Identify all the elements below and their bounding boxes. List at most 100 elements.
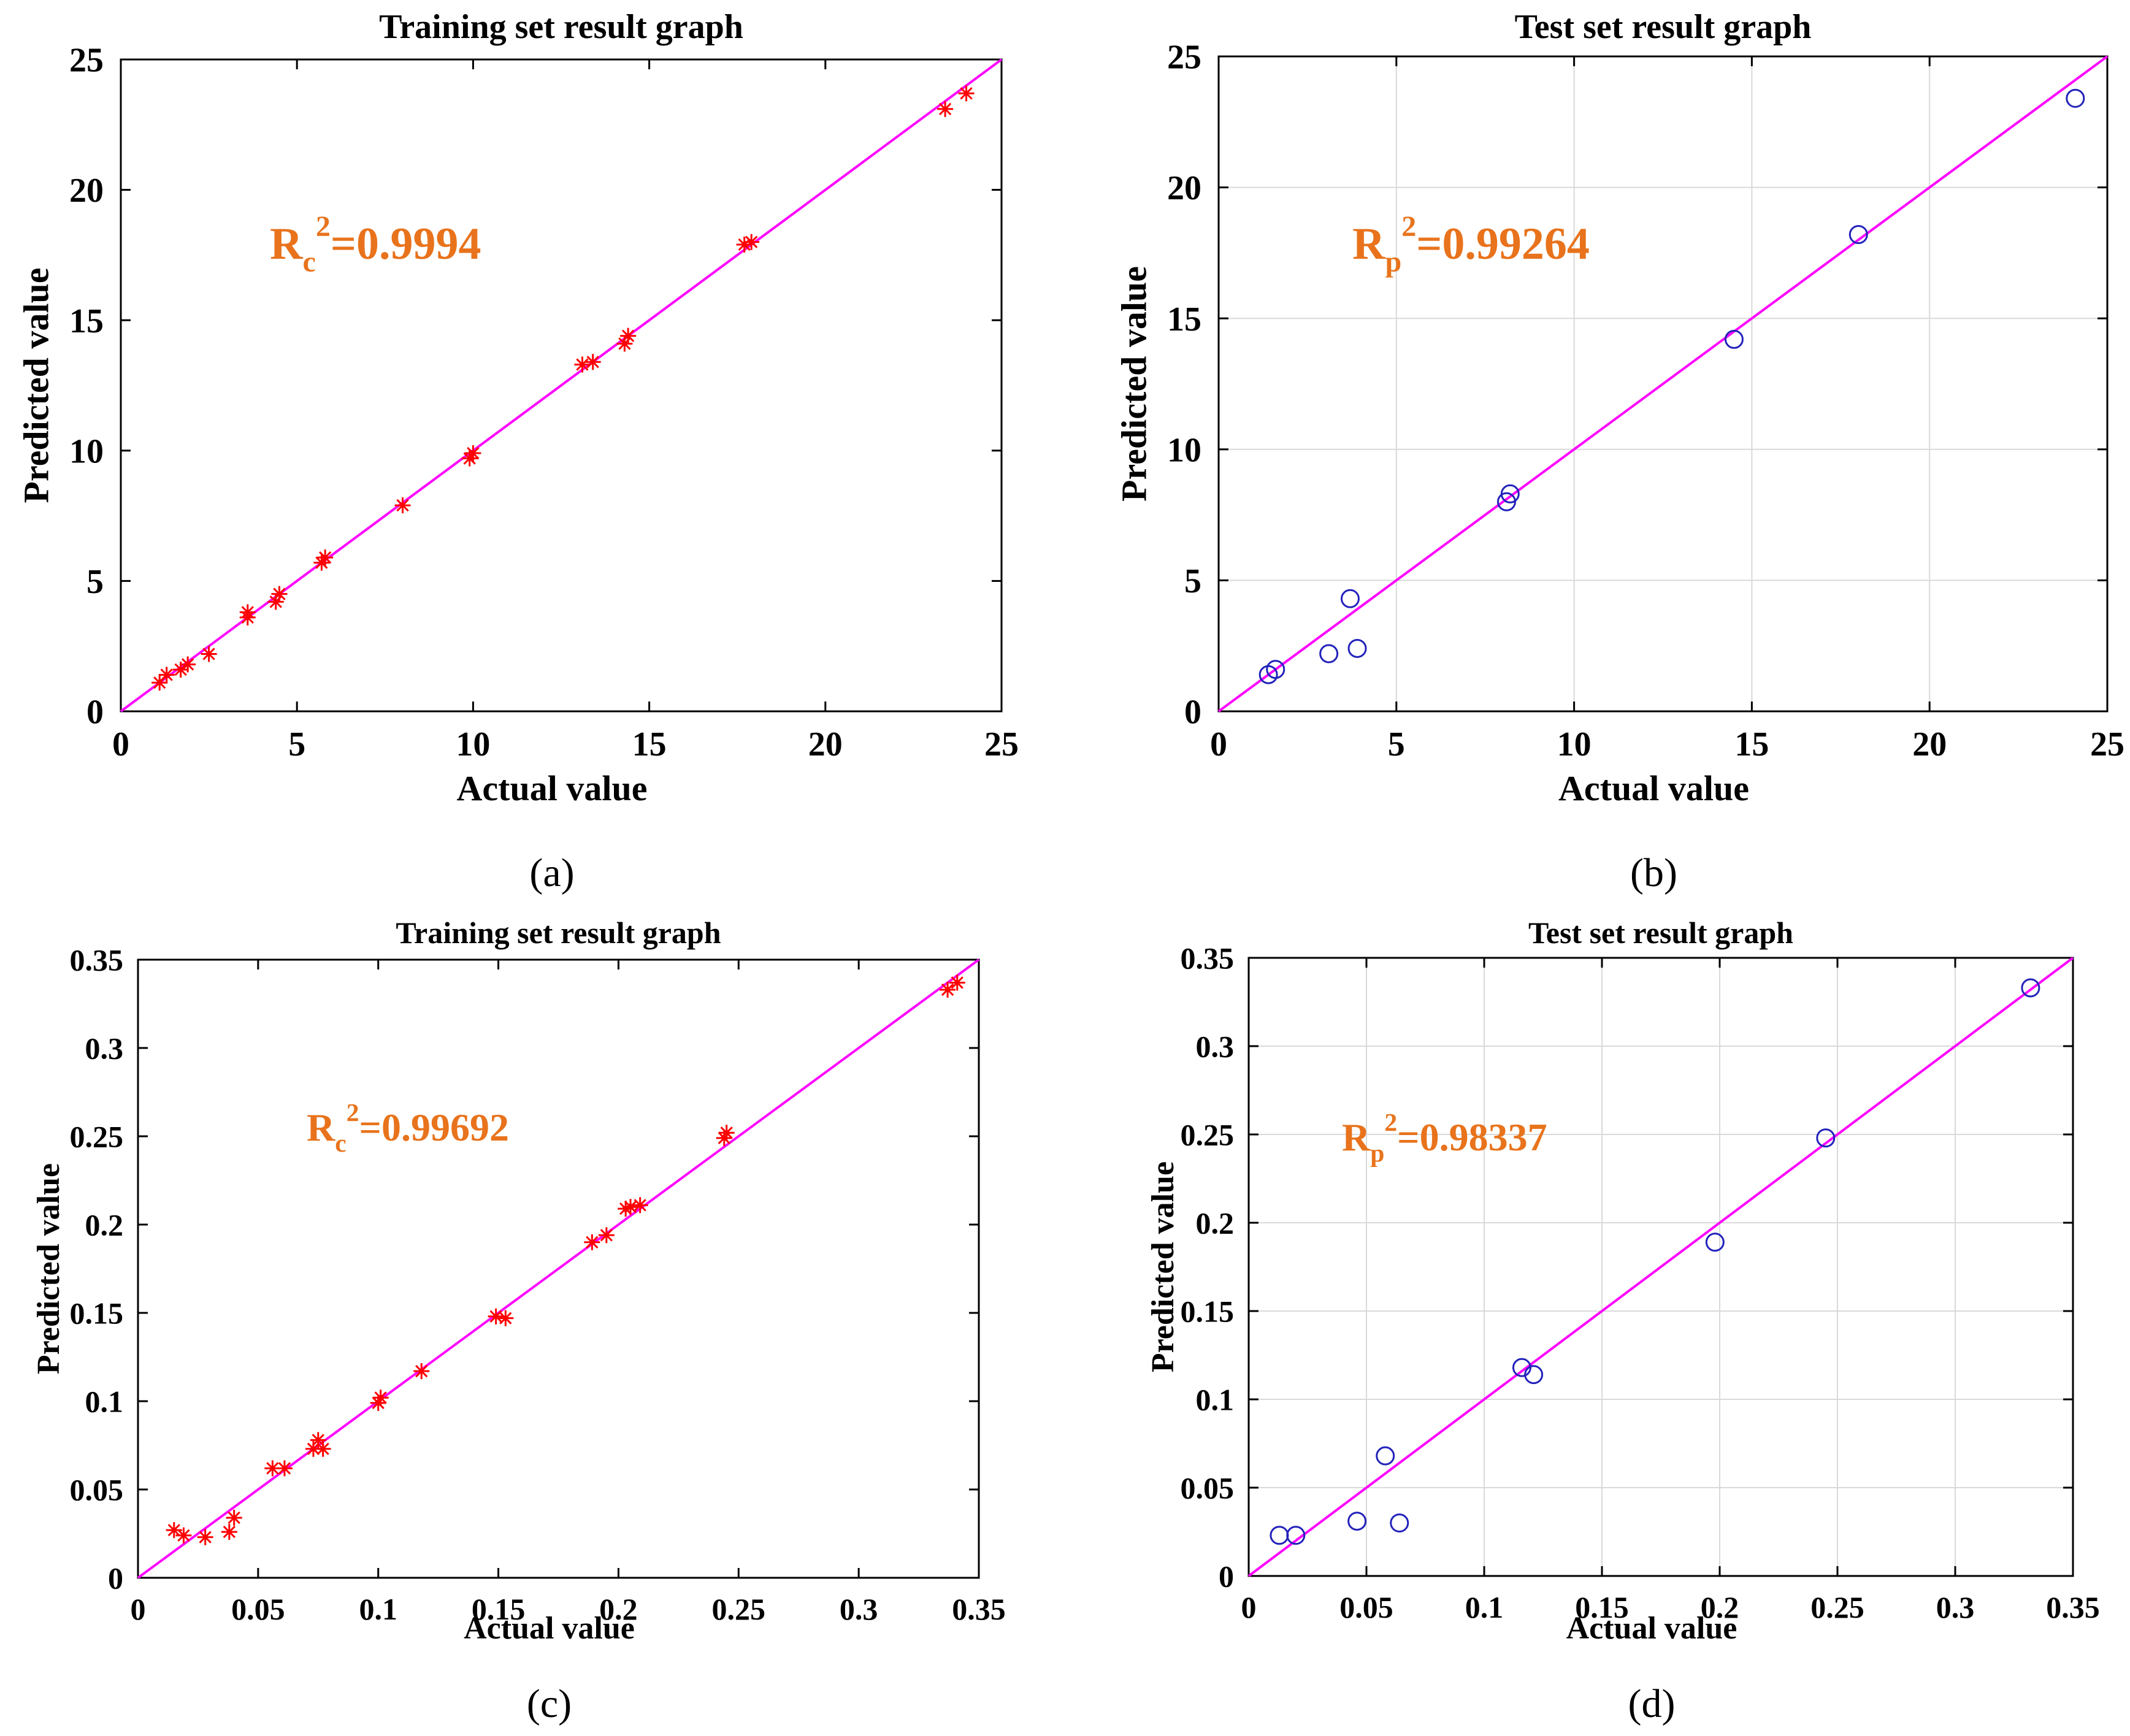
y-tick-label: 0.05 [1181,1471,1235,1505]
x-tick-label: 20 [808,725,843,763]
data-point [394,497,411,514]
x-tick-label: 25 [2090,725,2124,763]
data-point [620,327,637,344]
x-tick-label: 0.25 [1810,1590,1864,1624]
x-tick-label: 0.1 [359,1592,397,1626]
y-tick-label: 0.25 [70,1120,124,1154]
x-tick-label: 0 [131,1592,146,1626]
y-tick-label: 25 [1167,39,1201,77]
data-point [1266,660,1285,679]
data-point [1724,329,1744,349]
data-point [497,1310,514,1326]
data-point [1816,1128,1836,1148]
data-point [632,1197,648,1214]
y-tick-label: 0 [86,694,104,732]
y-tick-label: 15 [69,302,104,340]
y-tick-label: 25 [69,42,104,80]
plot-frame [137,958,980,1579]
y-tick-label: 0.35 [1181,941,1235,976]
data-point [1500,484,1520,503]
panel-label: (a) [529,851,574,895]
data-point [743,234,760,250]
x-tick-label: 0.05 [231,1592,285,1626]
data-point [201,646,217,662]
x-tick-label: 0.15 [472,1592,526,1626]
x-tick-label: 0.3 [1936,1590,1975,1624]
plot-frame [120,58,1003,713]
data-point [1347,638,1367,658]
x-tick-label: 0 [1210,725,1227,763]
y-tick-label: 0.25 [1181,1118,1235,1152]
data-point [1376,1446,1395,1466]
data-point [2066,88,2085,108]
x-tick-label: 5 [1388,725,1405,763]
panel-label: (b) [1630,851,1677,895]
x-tick-label: 0 [112,725,129,763]
data-point [2021,978,2040,998]
data-point [958,85,975,102]
data-point [465,445,481,462]
r-squared-annotation: Rc2=0.99692 [307,1098,509,1157]
data-point [180,656,196,673]
data-point [413,1363,430,1380]
y-tick-label: 0.3 [1196,1030,1235,1064]
data-point [310,1432,326,1448]
panel-label: (d) [1628,1681,1676,1726]
y-tick-label: 10 [69,432,104,470]
x-tick-label: 0 [1241,1590,1257,1624]
data-point [226,1510,242,1526]
y-tick-label: 15 [1167,300,1201,338]
x-tick-label: 25 [984,725,1019,763]
y-tick-label: 0 [1184,694,1201,732]
fit-line [1217,55,2109,713]
data-point [1705,1233,1725,1252]
plot-frame [1217,55,2109,713]
y-tick-label: 0.15 [70,1296,124,1331]
x-tick-label: 10 [456,725,490,763]
data-point [940,981,956,998]
y-axis-label: Predicted value [31,1163,66,1374]
x-tick-label: 20 [1912,725,1947,763]
x-axis-label: Actual value [1558,768,1749,808]
chart-title: Training set result graph [396,916,721,950]
y-tick-label: 5 [86,563,104,601]
y-axis-label: Predicted value [16,268,56,503]
data-point [158,667,175,683]
x-tick-label: 0.3 [840,1592,878,1626]
data-point [315,1440,331,1457]
y-tick-label: 5 [1184,562,1201,600]
data-point [623,1199,639,1215]
data-point [239,604,256,621]
x-tick-label: 0.1 [1465,1590,1504,1624]
data-point [584,1234,600,1250]
x-tick-label: 15 [1734,725,1769,763]
x-tick-label: 0.25 [712,1592,766,1626]
data-point [1848,224,1868,244]
x-axis-label: Actual value [457,768,648,808]
data-point [584,354,601,370]
x-tick-label: 5 [288,725,305,763]
panel-label: (c) [527,1681,572,1726]
chart-title: Test set result graph [1515,8,1812,46]
data-point [1340,589,1360,608]
y-tick-label: 0.1 [85,1385,124,1419]
chart-panel-a: 0 5 10 15 20 25 0 5 10 15 20 25 Training set result … [16,8,1019,895]
y-tick-label: 0.05 [70,1473,124,1507]
fit-line [137,958,980,1579]
y-tick-label: 0 [108,1561,123,1596]
y-axis-label: Predicted value [1114,266,1154,502]
x-tick-label: 15 [632,725,667,763]
data-point [276,1460,293,1477]
x-tick-label: 0.15 [1575,1590,1629,1624]
data-point [372,1390,389,1406]
x-tick-label: 0.05 [1339,1590,1393,1624]
data-point [949,974,965,991]
r-squared-annotation: Rc2=0.9994 [270,210,481,278]
data-point [574,356,591,373]
data-point [1319,644,1339,663]
data-point [1524,1365,1544,1385]
data-point [1270,1526,1289,1545]
data-point [718,1125,735,1141]
y-tick-label: 0.2 [1196,1206,1235,1241]
